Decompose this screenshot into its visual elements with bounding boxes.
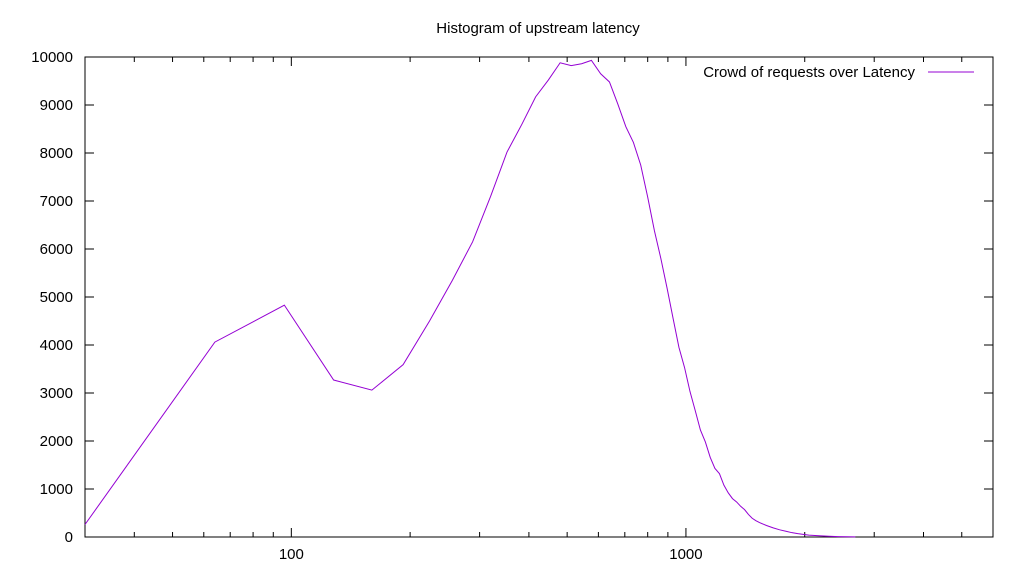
y-tick-label: 10000 (31, 49, 73, 66)
x-axis: 100 1000 (133, 57, 963, 563)
series-line-crowd-of-requests (84, 59, 856, 538)
y-axis: 0 1000 2000 3000 4000 5000 6000 7000 8000 9000 100… (31, 49, 993, 546)
y-tick-label: 8000 (40, 145, 73, 162)
y-tick-label: 9000 (40, 97, 73, 114)
y-tick-label: 6000 (40, 241, 73, 258)
y-tick-label: 5000 (40, 289, 73, 306)
x-tick-label: 100 (279, 546, 304, 563)
y-tick-label: 1000 (40, 481, 73, 498)
x-tick-label: 1000 (669, 546, 702, 563)
y-tick-label: 4000 (40, 337, 73, 354)
y-tick-label: 3000 (40, 385, 73, 402)
legend: Crowd of requests over Latency (703, 64, 974, 81)
chart-title: Histogram of upstream latency (436, 20, 640, 37)
plot-frame (84, 56, 994, 538)
y-tick-label: 2000 (40, 433, 73, 450)
y-tick-label: 0 (65, 529, 73, 546)
y-tick-label: 7000 (40, 193, 73, 210)
legend-label: Crowd of requests over Latency (703, 64, 915, 81)
